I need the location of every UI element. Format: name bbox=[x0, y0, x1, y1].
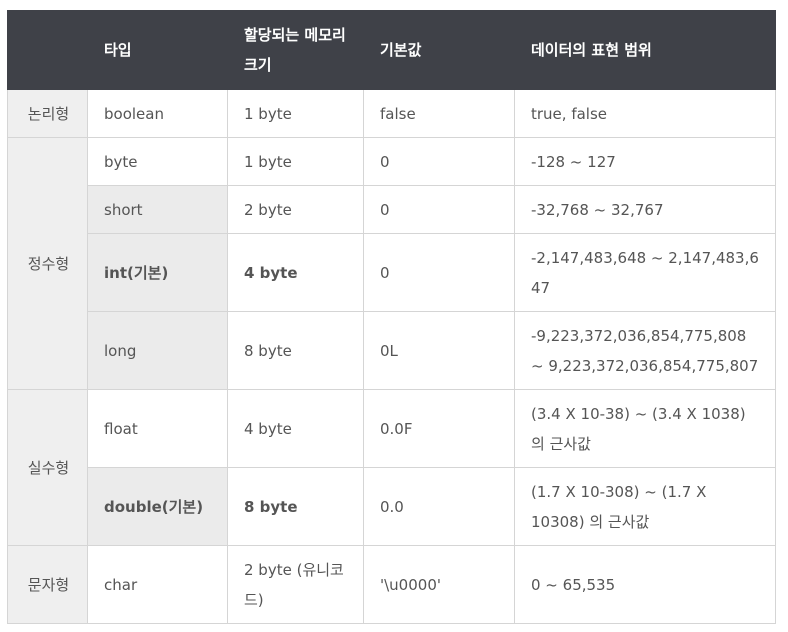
memory-cell: 4 byte bbox=[227, 233, 364, 312]
table-row: 정수형 byte 1 byte 0 -128 ~ 127 bbox=[7, 137, 776, 390]
table-row: short 2 byte 0 -32,768 ~ 32,767 bbox=[8, 185, 776, 234]
default-cell: 0 bbox=[363, 185, 515, 234]
table-row: 실수형 float 4 byte 0.0F (3.4 X 10-38) ~ (3… bbox=[7, 389, 776, 546]
table-row: 논리형 boolean 1 byte false true, false bbox=[7, 89, 776, 138]
default-cell: 0.0F bbox=[363, 389, 515, 468]
type-cell: double(기본) bbox=[87, 467, 228, 546]
memory-cell: 8 byte bbox=[227, 311, 364, 390]
header-range: 데이터의 표현 범위 bbox=[514, 10, 776, 90]
type-cell: boolean bbox=[87, 89, 228, 138]
default-cell: 0 bbox=[363, 137, 515, 186]
memory-cell: 1 byte bbox=[227, 89, 364, 138]
header-memory: 할당되는 메모리 크기 bbox=[227, 10, 364, 90]
table-row: double(기본) 8 byte 0.0 (1.7 X 10-308) ~ (… bbox=[8, 467, 776, 546]
header-type: 타입 bbox=[87, 10, 228, 90]
default-cell: 0 bbox=[363, 233, 515, 312]
type-cell: char bbox=[87, 545, 228, 624]
header-default: 기본값 bbox=[363, 10, 515, 90]
group-char: 문자형 bbox=[7, 545, 88, 624]
range-cell: -128 ~ 127 bbox=[514, 137, 776, 186]
memory-cell: 2 byte (유니코드) bbox=[227, 545, 364, 624]
range-cell: (3.4 X 10-38) ~ (3.4 X 1038) 의 근사값 bbox=[514, 389, 776, 468]
range-cell: 0 ~ 65,535 bbox=[514, 545, 776, 624]
type-cell: int(기본) bbox=[87, 233, 228, 312]
memory-cell: 2 byte bbox=[227, 185, 364, 234]
table-header-row: 타입 할당되는 메모리 크기 기본값 데이터의 표현 범위 bbox=[7, 10, 776, 90]
range-cell: -32,768 ~ 32,767 bbox=[514, 185, 776, 234]
memory-cell: 4 byte bbox=[227, 389, 364, 468]
range-cell: -9,223,372,036,854,775,808 ~ 9,223,372,0… bbox=[514, 311, 776, 390]
header-group bbox=[7, 10, 88, 90]
default-cell: '\u0000' bbox=[363, 545, 515, 624]
group-logical: 논리형 bbox=[7, 89, 88, 138]
type-cell: long bbox=[87, 311, 228, 390]
group-real: 실수형 bbox=[7, 389, 88, 546]
table-row: long 8 byte 0L -9,223,372,036,854,775,80… bbox=[8, 311, 776, 390]
type-cell: float bbox=[87, 389, 228, 468]
range-cell: -2,147,483,648 ~ 2,147,483,647 bbox=[514, 233, 776, 312]
memory-cell: 8 byte bbox=[227, 467, 364, 546]
range-cell: true, false bbox=[514, 89, 776, 138]
table-row: 문자형 char 2 byte (유니코드) '\u0000' 0 ~ 65,5… bbox=[7, 545, 776, 624]
memory-cell: 1 byte bbox=[227, 137, 364, 186]
range-cell: (1.7 X 10-308) ~ (1.7 X 10308) 의 근사값 bbox=[514, 467, 776, 546]
group-integer: 정수형 bbox=[7, 137, 88, 390]
default-cell: false bbox=[363, 89, 515, 138]
data-types-table: 타입 할당되는 메모리 크기 기본값 데이터의 표현 범위 논리형 boolea… bbox=[7, 10, 776, 624]
table-row: int(기본) 4 byte 0 -2,147,483,648 ~ 2,147,… bbox=[8, 233, 776, 312]
default-cell: 0L bbox=[363, 311, 515, 390]
type-cell: byte bbox=[87, 137, 228, 186]
type-cell: short bbox=[87, 185, 228, 234]
default-cell: 0.0 bbox=[363, 467, 515, 546]
